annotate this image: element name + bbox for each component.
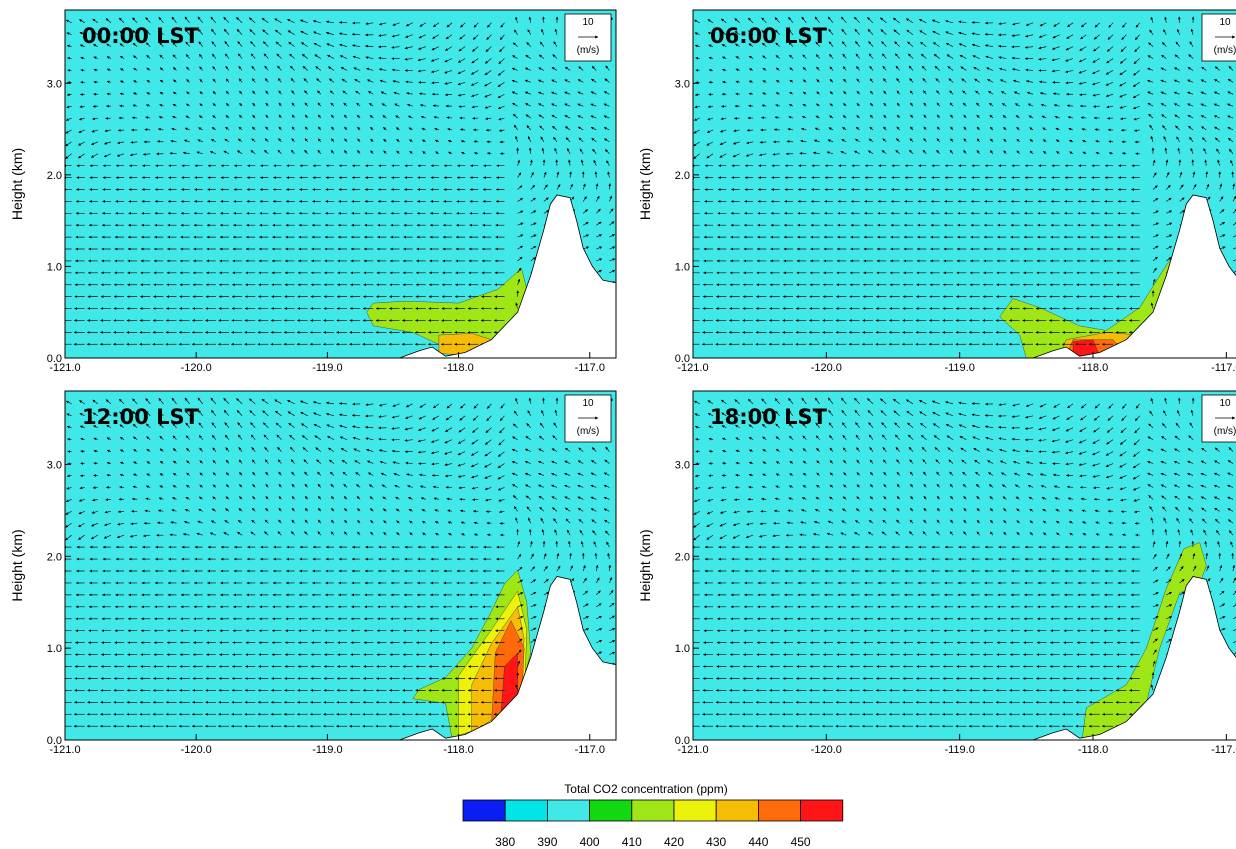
x-tick-label: -117.0	[1211, 362, 1236, 374]
y-tick-label: 0.0	[675, 735, 690, 747]
y-tick-label: 2.0	[47, 170, 62, 182]
y-axis-label: Height (km)	[9, 529, 25, 601]
x-tick-label: -120.0	[811, 744, 842, 756]
colorbar-swatch	[589, 799, 633, 822]
x-tick-label: -117.0	[575, 744, 605, 756]
x-tick-label: -118.0	[1078, 744, 1108, 756]
reference-vector-unit: (m/s)	[577, 45, 600, 56]
x-tick-label: -118.0	[1078, 362, 1108, 374]
colorbar-label: 390	[537, 835, 557, 849]
terrain	[693, 194, 1236, 358]
plot-frame	[64, 390, 617, 741]
y-tick-label: 2.0	[675, 551, 690, 563]
colorbar-label: 380	[495, 835, 515, 849]
co2-background-400	[693, 391, 1236, 740]
colorbar-swatch	[673, 799, 717, 822]
reference-vector-value: 10	[1219, 398, 1231, 409]
colorbar-label: 450	[791, 835, 811, 849]
reference-vector-unit: (m/s)	[1214, 45, 1236, 56]
panel-1: 00:00 LST 10 (m/s) -121.0 -120.0 -119.0 -118.0…	[9, 9, 617, 374]
panel-3: 12:00 LST 10 (m/s) -121.0 -120.0 -119.0 -118.0…	[9, 390, 617, 756]
reference-vector-box: 10 (m/s)	[564, 13, 612, 62]
x-tick-label: -118.0	[443, 744, 473, 756]
x-tick-label: -119.0	[944, 362, 974, 374]
x-tick-label: -120.0	[181, 362, 212, 374]
plot-frame	[64, 9, 617, 359]
terrain	[65, 576, 616, 740]
x-tick-label: -121.0	[677, 744, 708, 756]
x-tick-label: -117.0	[575, 362, 605, 374]
x-tick-label: -117.0	[1211, 744, 1236, 756]
colorbar-swatch	[800, 799, 844, 822]
reference-vector-box: 10 (m/s)	[564, 394, 612, 443]
colorbar-label: 420	[664, 835, 684, 849]
reference-vector-unit: (m/s)	[577, 426, 600, 437]
x-tick-label: -118.0	[443, 362, 473, 374]
colorbar-label: 440	[748, 835, 768, 849]
colorbar-swatch	[758, 799, 802, 822]
panel-title: 12:00 LST	[82, 405, 200, 429]
colorbar-swatch	[715, 799, 759, 822]
reference-vector-unit: (m/s)	[1214, 426, 1236, 437]
y-tick-label: 0.0	[47, 735, 62, 747]
y-axis-label: Height (km)	[637, 529, 653, 601]
y-tick-label: 1.0	[47, 643, 62, 655]
x-tick-label: -120.0	[181, 744, 212, 756]
y-tick-label: 2.0	[675, 170, 690, 182]
reference-vector-box: 10 (m/s)	[1201, 394, 1236, 443]
x-tick-label: -119.0	[312, 744, 342, 756]
colorbar-label: 400	[580, 835, 600, 849]
terrain	[65, 194, 616, 358]
panel-title: 06:00 LST	[710, 24, 828, 48]
y-tick-label: 0.0	[47, 353, 62, 365]
panel-2: 06:00 LST 10 (m/s) -121.0 -120.0 -119.0 -118.0…	[637, 9, 1236, 374]
colorbar-label: 410	[622, 835, 642, 849]
colorbar: Total CO2 concentration (ppm) 380 390 400 4…	[462, 782, 844, 849]
colorbar-swatch	[462, 799, 506, 822]
y-tick-label: 2.0	[47, 551, 62, 563]
x-tick-label: -121.0	[49, 744, 80, 756]
y-axis-label: Height (km)	[637, 148, 653, 220]
panel-title: 18:00 LST	[710, 405, 828, 429]
colorbar-swatch	[504, 799, 548, 822]
reference-vector-box: 10 (m/s)	[1201, 13, 1236, 62]
x-tick-label: -119.0	[944, 744, 974, 756]
panel-title: 00:00 LST	[82, 24, 200, 48]
y-tick-label: 3.0	[675, 459, 690, 471]
y-tick-label: 3.0	[675, 78, 690, 90]
x-tick-label: -119.0	[312, 362, 342, 374]
y-tick-label: 1.0	[675, 643, 690, 655]
y-tick-label: 3.0	[47, 459, 62, 471]
x-tick-label: -121.0	[677, 362, 708, 374]
wind-vector-field	[65, 397, 616, 728]
panel-4: 18:00 LST 10 (m/s) -121.0 -120.0 -119.0 -118.0…	[637, 390, 1236, 756]
y-axis-label: Height (km)	[9, 148, 25, 220]
y-tick-label: 1.0	[47, 261, 62, 273]
colorbar-title: Total CO2 concentration (ppm)	[564, 782, 727, 796]
x-tick-label: -120.0	[811, 362, 842, 374]
y-tick-label: 1.0	[675, 261, 690, 273]
y-tick-label: 3.0	[47, 78, 62, 90]
reference-vector-value: 10	[582, 398, 594, 409]
plot-frame	[692, 390, 1236, 741]
reference-vector-value: 10	[582, 17, 594, 28]
colorbar-label: 430	[706, 835, 726, 849]
reference-vector-value: 10	[1219, 17, 1231, 28]
colorbar-swatch	[631, 799, 675, 822]
terrain	[693, 576, 1236, 740]
plot-frame	[692, 9, 1236, 359]
y-tick-label: 0.0	[675, 353, 690, 365]
colorbar-swatch	[547, 799, 591, 822]
x-tick-label: -121.0	[49, 362, 80, 374]
